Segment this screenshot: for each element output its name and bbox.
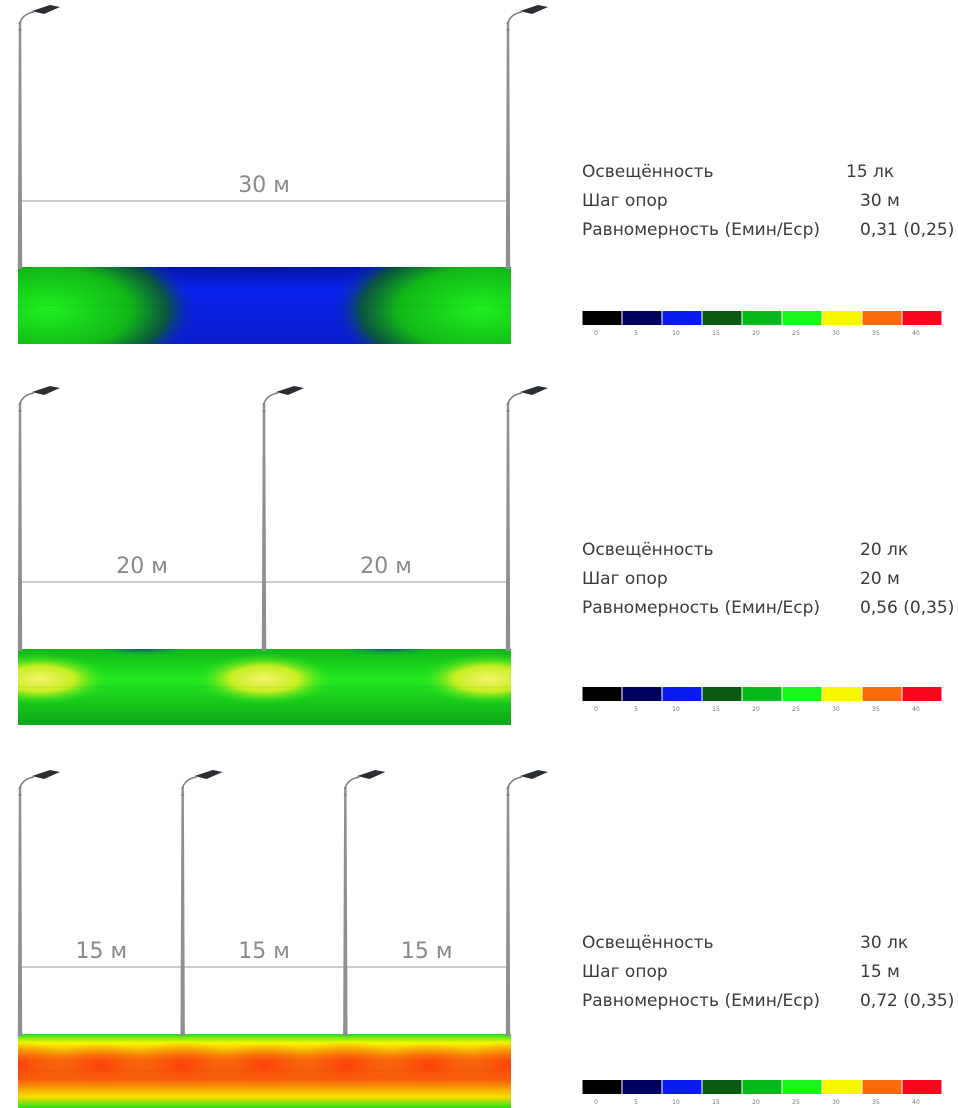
- scale-tick-label: 0: [594, 706, 598, 713]
- scale-tick-label: 15: [712, 1099, 720, 1106]
- pole-scene-3: 15 м 15 м 15 м: [17, 770, 548, 1108]
- pole-spacing-label: Шаг опор: [582, 569, 668, 589]
- scale-tick-label: 25: [792, 706, 800, 713]
- pole-spacing-value: 15 м: [860, 962, 900, 982]
- scale-swatch: [582, 311, 622, 325]
- uniformity-value: 0,31 (0,25): [860, 220, 955, 240]
- scale-tick-label: 20: [752, 330, 760, 337]
- scale-swatch: [902, 687, 942, 701]
- panel-1: 30 м Освещённость 15 лк Шаг опор 30 м Равн…: [0, 0, 958, 372]
- uniformity-value: 0,72 (0,35): [860, 991, 955, 1011]
- scale-tick-label: 35: [872, 1099, 880, 1106]
- scale-swatch: [702, 1080, 742, 1094]
- scale-swatch: [662, 1080, 702, 1094]
- info-block-2: Освещённость 20 лк Шаг опор 20 м Равномерн…: [582, 539, 958, 626]
- scale-tick-label: 40: [912, 330, 920, 337]
- scale-tick-label: 15: [712, 330, 720, 337]
- scale-swatch: [742, 687, 782, 701]
- scale-tick-label: 30: [832, 706, 840, 713]
- span-label: 15 м: [401, 939, 453, 964]
- street-lamp-icon: [17, 386, 60, 651]
- span-label: 20 м: [116, 554, 168, 579]
- street-lamp-icon: [17, 5, 60, 269]
- color-scale-2: 0 5 10 15 20 25 30 35 40: [582, 687, 942, 713]
- scale-swatch: [902, 1080, 942, 1094]
- street-lamp-icon: [17, 770, 60, 1036]
- scale-tick-label: 5: [634, 1099, 638, 1106]
- scale-swatch: [702, 687, 742, 701]
- panel-3: 15 м 15 м 15 м Освещённость 30 лк Шаг опор 1…: [0, 765, 958, 1108]
- illuminance-label: Освещённость: [582, 540, 714, 560]
- illuminance-label: Освещённость: [582, 162, 714, 182]
- street-lamp-icon: [343, 770, 386, 1036]
- pole-spacing-value: 30 м: [860, 191, 900, 211]
- scale-tick-label: 10: [672, 330, 680, 337]
- scale-swatch: [822, 1080, 862, 1094]
- scale-swatch: [742, 1080, 782, 1094]
- span-label: 20 м: [360, 554, 412, 579]
- scale-swatch: [622, 687, 662, 701]
- scale-swatch: [782, 687, 822, 701]
- info-block-1: Освещённость 15 лк Шаг опор 30 м Равномерн…: [582, 161, 958, 248]
- scale-swatch: [582, 687, 622, 701]
- uniformity-label: Равномерность (Емин/Еср): [582, 598, 821, 618]
- color-scale-3: 0 5 10 15 20 25 30 35 40: [582, 1080, 942, 1106]
- scale-swatch: [702, 311, 742, 325]
- scale-swatch: [662, 687, 702, 701]
- scale-tick-label: 15: [712, 706, 720, 713]
- span-label: 15 м: [76, 939, 128, 964]
- scale-swatch: [862, 687, 902, 701]
- scale-swatch: [822, 687, 862, 701]
- pole-spacing-value: 20 м: [860, 569, 900, 589]
- illuminance-value: 30 лк: [860, 933, 909, 953]
- scale-swatch: [622, 311, 662, 325]
- scale-swatch: [742, 311, 782, 325]
- scale-tick-label: 20: [752, 1099, 760, 1106]
- scale-tick-label: 5: [634, 706, 638, 713]
- scale-swatch: [782, 311, 822, 325]
- uniformity-value: 0,56 (0,35): [860, 598, 955, 618]
- scale-tick-label: 0: [594, 330, 598, 337]
- span-label: 15 м: [238, 939, 290, 964]
- scale-swatch: [662, 311, 702, 325]
- scale-swatch: [902, 311, 942, 325]
- uniformity-label: Равномерность (Емин/Еср): [582, 991, 821, 1011]
- panel-2: 20 м 20 м Освещённость 20 лк Шаг опор 20 м …: [0, 381, 958, 753]
- scale-tick-label: 35: [872, 706, 880, 713]
- scale-tick-label: 40: [912, 706, 920, 713]
- scale-tick-label: 35: [872, 330, 880, 337]
- scale-tick-label: 10: [672, 706, 680, 713]
- street-lamp-icon: [180, 770, 223, 1036]
- scale-tick-label: 40: [912, 1099, 920, 1106]
- scale-swatch: [622, 1080, 662, 1094]
- color-scale-1: 0 5 10 15 20 25 30 35 40: [582, 311, 942, 337]
- scale-tick-label: 5: [634, 330, 638, 337]
- illuminance-value: 20 лк: [860, 540, 909, 560]
- pole-scene-2: 20 м 20 м: [17, 386, 548, 725]
- pole-scene-1: 30 м: [17, 5, 548, 344]
- illuminance-label: Освещённость: [582, 933, 714, 953]
- street-lamp-icon: [505, 5, 548, 269]
- pole-spacing-label: Шаг опор: [582, 191, 668, 211]
- scale-tick-label: 25: [792, 330, 800, 337]
- scale-swatch: [782, 1080, 822, 1094]
- scale-swatch: [582, 1080, 622, 1094]
- pole-spacing-label: Шаг опор: [582, 962, 668, 982]
- street-lamp-icon: [505, 386, 548, 651]
- info-block-3: Освещённость 30 лк Шаг опор 15 м Равномерн…: [582, 932, 958, 1019]
- scale-tick-label: 0: [594, 1099, 598, 1106]
- scale-tick-label: 20: [752, 706, 760, 713]
- scale-swatch: [822, 311, 862, 325]
- uniformity-label: Равномерность (Емин/Еср): [582, 220, 821, 240]
- street-lamp-icon: [505, 770, 548, 1036]
- scale-swatch: [862, 1080, 902, 1094]
- span-label: 30 м: [238, 173, 290, 198]
- scale-tick-label: 30: [832, 330, 840, 337]
- scale-swatch: [862, 311, 902, 325]
- scale-tick-label: 10: [672, 1099, 680, 1106]
- street-lamp-icon: [261, 386, 304, 651]
- scale-tick-label: 25: [792, 1099, 800, 1106]
- scale-tick-label: 30: [832, 1099, 840, 1106]
- illuminance-value: 15 лк: [846, 162, 895, 182]
